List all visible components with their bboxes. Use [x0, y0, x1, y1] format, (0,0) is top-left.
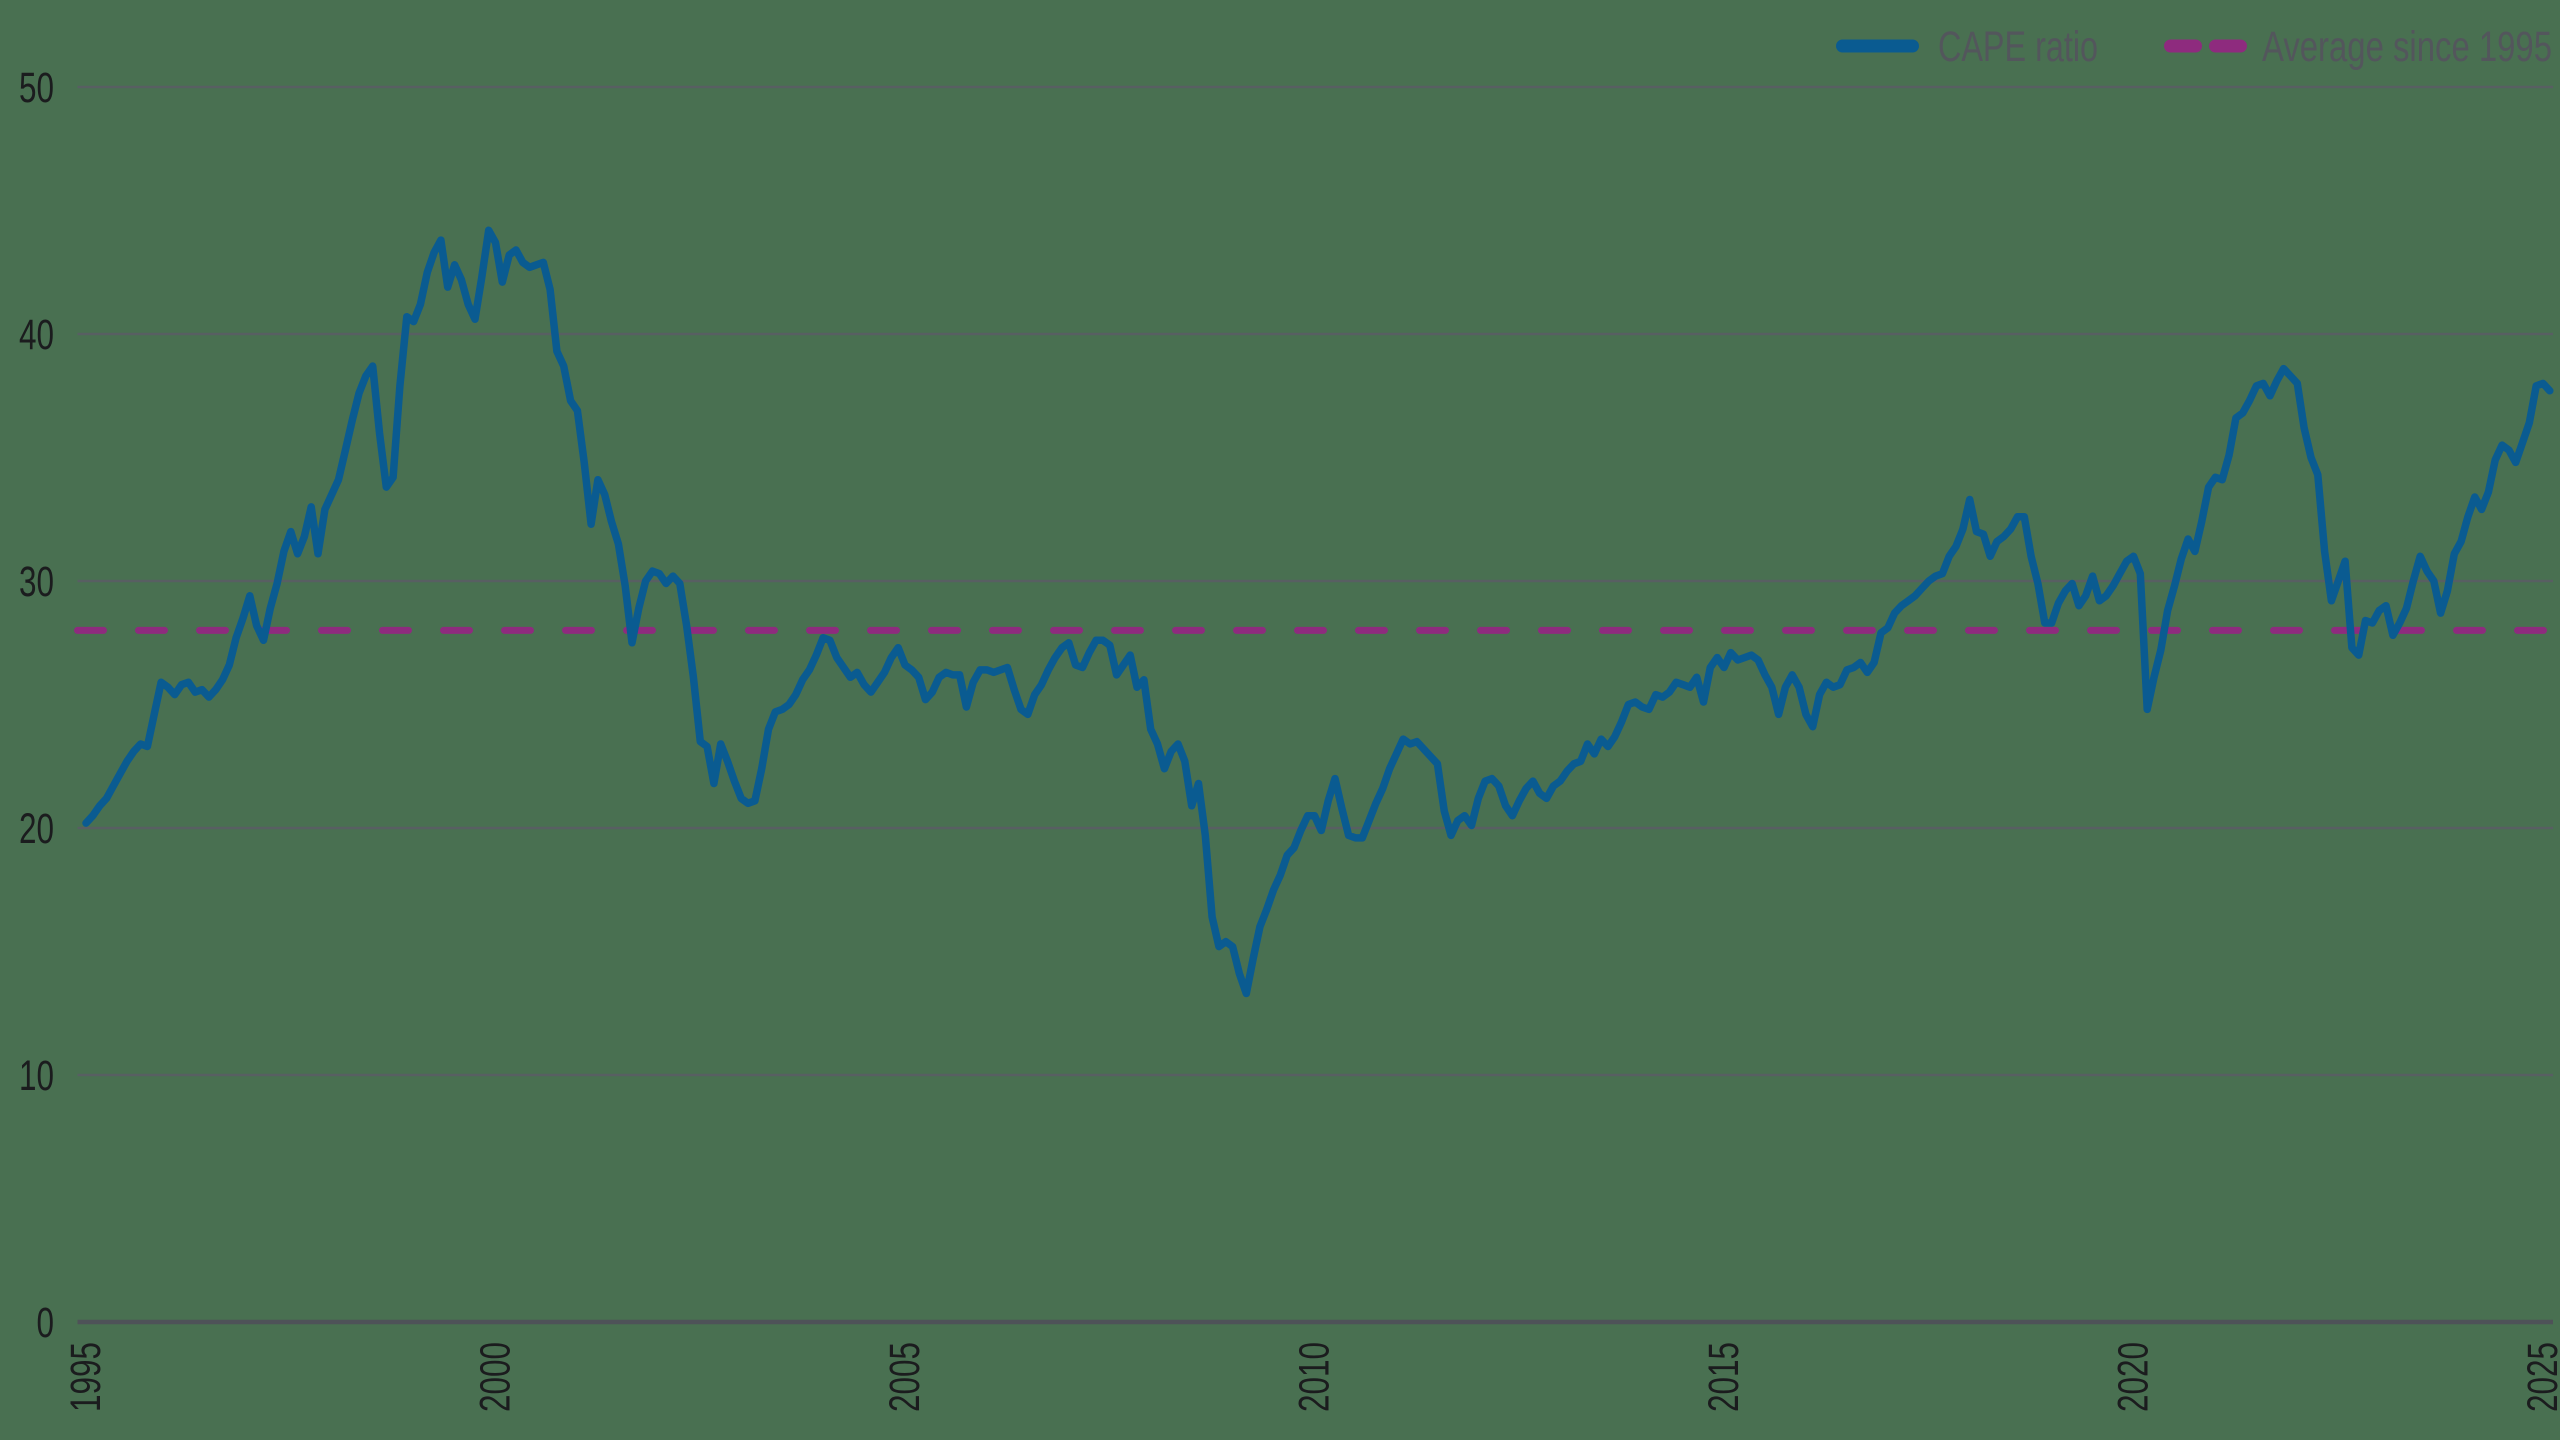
average-dash-swatch-icon [2164, 39, 2202, 53]
y-tick-label-10: 10 [19, 1052, 54, 1100]
cape-ratio-line-swatch-icon [1836, 39, 1919, 53]
y-tick-label-30: 30 [19, 558, 54, 606]
x-tick-label-2025: 2025 [2519, 1342, 2560, 1412]
gridlines-layer [77, 85, 2553, 1325]
series-layer [74, 226, 2557, 998]
tick-labels-layer: 0 10 20 30 40 50 1995 2000 2005 2010 2015 2020 2025 [19, 64, 2560, 1412]
cape-ratio-line [82, 226, 2554, 998]
average-dash-swatch-icon [2209, 39, 2247, 53]
legend-item-cape-ratio: CAPE ratio [1836, 23, 2098, 71]
x-tick-label-2020: 2020 [2110, 1342, 2158, 1412]
average-legend-label: Average since 1995 [2262, 23, 2552, 71]
y-tick-label-50: 50 [19, 64, 54, 112]
x-tick-label-1995: 1995 [62, 1342, 110, 1412]
cape-ratio-legend-label: CAPE ratio [1938, 23, 2098, 71]
y-tick-label-40: 40 [19, 311, 54, 359]
y-tick-label-0: 0 [37, 1299, 55, 1347]
x-tick-label-2000: 2000 [472, 1342, 520, 1412]
x-tick-label-2005: 2005 [881, 1342, 929, 1412]
x-tick-label-2010: 2010 [1291, 1342, 1339, 1412]
legend: CAPE ratio Average since 1995 [1836, 23, 2552, 71]
y-tick-label-20: 20 [19, 805, 54, 853]
legend-item-average: Average since 1995 [2164, 23, 2552, 71]
x-tick-label-2015: 2015 [1700, 1342, 1748, 1412]
